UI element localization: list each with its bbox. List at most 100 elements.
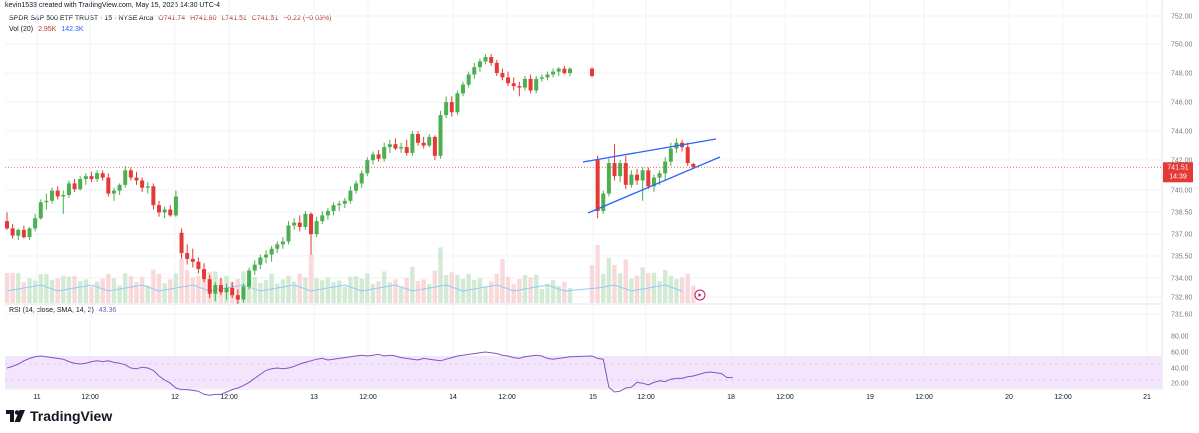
volume-bar bbox=[651, 272, 657, 303]
volume-bar bbox=[297, 273, 302, 303]
candle-body bbox=[207, 279, 212, 294]
candle-body bbox=[185, 253, 190, 259]
candle-body bbox=[432, 136, 437, 156]
volume-bar bbox=[370, 284, 376, 303]
candle-body bbox=[500, 73, 505, 78]
volume-label[interactable]: Vol (20) bbox=[9, 26, 34, 33]
rsi-legend[interactable]: RSI (14, close, SMA, 14, 2) 43.36 bbox=[9, 307, 119, 314]
price-tick-label: 738.50 bbox=[1171, 210, 1193, 217]
volume-bar bbox=[4, 273, 10, 303]
candle-body bbox=[359, 173, 364, 184]
rsi-tick-label: 20.00 bbox=[1171, 381, 1189, 388]
last-price-box bbox=[1163, 162, 1193, 183]
volume-bar bbox=[472, 279, 477, 303]
candle-body bbox=[483, 57, 488, 62]
volume-bar bbox=[494, 273, 500, 303]
price-tick-label: 734.00 bbox=[1171, 276, 1193, 283]
volume-bar bbox=[662, 269, 668, 303]
volume-value: 2.95K bbox=[38, 26, 57, 33]
price-tick-label: 742.00 bbox=[1171, 158, 1193, 165]
candle-body bbox=[33, 218, 38, 229]
volume-bar bbox=[601, 273, 606, 303]
candle-body bbox=[415, 134, 420, 143]
rsi-label[interactable]: RSI (14, close, SMA, 14, 2) bbox=[9, 307, 94, 314]
candle-body bbox=[111, 190, 116, 194]
candle-body bbox=[21, 229, 26, 238]
tradingview-logo[interactable]: TradingView bbox=[6, 408, 112, 424]
price-tick-label: 748.00 bbox=[1171, 71, 1193, 78]
volume-bar bbox=[139, 277, 145, 303]
candle-body bbox=[325, 210, 330, 216]
volume-bar bbox=[83, 279, 89, 303]
volume-bar bbox=[353, 276, 359, 303]
volume-bars bbox=[4, 245, 696, 303]
candle-body bbox=[691, 163, 696, 168]
volume-bar bbox=[314, 278, 319, 303]
volume-bar bbox=[117, 285, 122, 303]
symbol-legend[interactable]: SPDR S&P 500 ETF TRUST · 15 · NYSE Arca … bbox=[9, 15, 334, 22]
candle-body bbox=[230, 287, 235, 296]
candle-body bbox=[241, 286, 246, 300]
countdown-label: 14:39 bbox=[1169, 173, 1187, 180]
volume-bar bbox=[562, 281, 567, 303]
candle-body bbox=[196, 261, 201, 270]
candle-body bbox=[179, 232, 184, 254]
volume-bar bbox=[348, 276, 353, 303]
candle-body bbox=[477, 61, 482, 68]
candle-body bbox=[517, 86, 522, 88]
candle-body bbox=[382, 147, 387, 159]
volume-bar bbox=[376, 281, 381, 303]
candle-body bbox=[106, 177, 111, 194]
candle-body bbox=[685, 147, 690, 164]
volume-bar bbox=[286, 275, 291, 303]
volume-bar bbox=[27, 278, 32, 303]
volume-bar bbox=[184, 270, 190, 303]
candle-body bbox=[421, 142, 426, 146]
candle-body bbox=[218, 285, 223, 293]
candle-body bbox=[145, 186, 150, 188]
volume-bar bbox=[201, 279, 207, 303]
candle-body bbox=[50, 190, 55, 201]
volume-legend[interactable]: Vol (20) 2.95K 142.3K bbox=[9, 26, 87, 33]
high-value: H741.80 bbox=[190, 15, 217, 22]
price-tick-label: 746.00 bbox=[1171, 100, 1193, 107]
volume-bar bbox=[612, 265, 617, 303]
time-tick-label: 12 bbox=[171, 394, 179, 401]
time-tick-label: 14 bbox=[449, 394, 457, 401]
volume-bar bbox=[539, 289, 545, 303]
chart-grid bbox=[5, 0, 1163, 390]
volume-bar bbox=[196, 275, 201, 303]
volume-bar bbox=[589, 265, 595, 303]
candle-body bbox=[100, 173, 105, 178]
candle-body bbox=[134, 177, 139, 181]
volume-bar bbox=[320, 280, 325, 303]
volume-bar bbox=[16, 273, 21, 303]
volume-bar bbox=[438, 247, 443, 303]
candle-body bbox=[331, 205, 336, 211]
candle-body bbox=[534, 78, 539, 91]
volume-bar bbox=[291, 281, 297, 303]
candle-body bbox=[72, 183, 77, 190]
symbol-name[interactable]: SPDR S&P 500 ETF TRUST · 15 · NYSE Arca bbox=[9, 15, 154, 22]
candle-body bbox=[5, 221, 9, 229]
volume-bar bbox=[156, 273, 162, 303]
volume-bar bbox=[331, 282, 336, 303]
time-tick-label: 12:00 bbox=[776, 394, 794, 401]
volume-bar bbox=[640, 267, 645, 303]
candle-body bbox=[247, 270, 252, 287]
candle-body bbox=[461, 84, 466, 94]
candle-body bbox=[309, 213, 314, 235]
volume-bar bbox=[94, 281, 100, 303]
candle-body bbox=[438, 115, 443, 156]
volume-bar bbox=[550, 279, 556, 303]
volume-bar bbox=[258, 283, 263, 303]
price-tick-label: 735.50 bbox=[1171, 254, 1193, 261]
candle-body bbox=[528, 78, 533, 91]
candle-body bbox=[83, 176, 88, 180]
volume-bar bbox=[252, 277, 257, 303]
price-tick-label: 732.80 bbox=[1171, 295, 1193, 302]
volume-bar bbox=[100, 278, 105, 303]
volume-bar bbox=[410, 266, 415, 303]
candle-body bbox=[370, 154, 375, 161]
